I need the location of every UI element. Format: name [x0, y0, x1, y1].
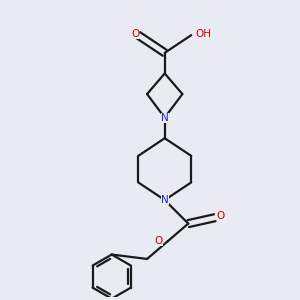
- Text: O: O: [131, 29, 140, 39]
- Text: O: O: [155, 236, 163, 246]
- Text: O: O: [217, 211, 225, 221]
- Text: N: N: [161, 195, 169, 205]
- Text: OH: OH: [195, 29, 211, 39]
- Text: N: N: [161, 112, 169, 123]
